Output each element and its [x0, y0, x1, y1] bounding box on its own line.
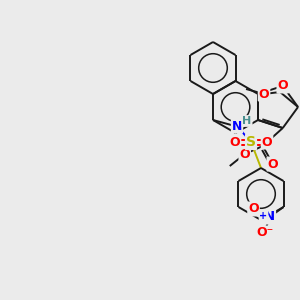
- Text: S: S: [246, 135, 256, 149]
- Text: +: +: [260, 211, 268, 221]
- Text: O: O: [230, 136, 240, 148]
- Text: O: O: [248, 202, 259, 215]
- Text: O: O: [267, 158, 278, 170]
- Text: N: N: [232, 119, 242, 133]
- Text: O⁻: O⁻: [256, 226, 273, 239]
- Text: O: O: [239, 148, 250, 160]
- Text: O: O: [262, 136, 272, 148]
- Text: H: H: [242, 116, 252, 126]
- Text: O: O: [278, 80, 288, 92]
- Text: N: N: [264, 211, 275, 224]
- Text: O: O: [259, 88, 269, 100]
